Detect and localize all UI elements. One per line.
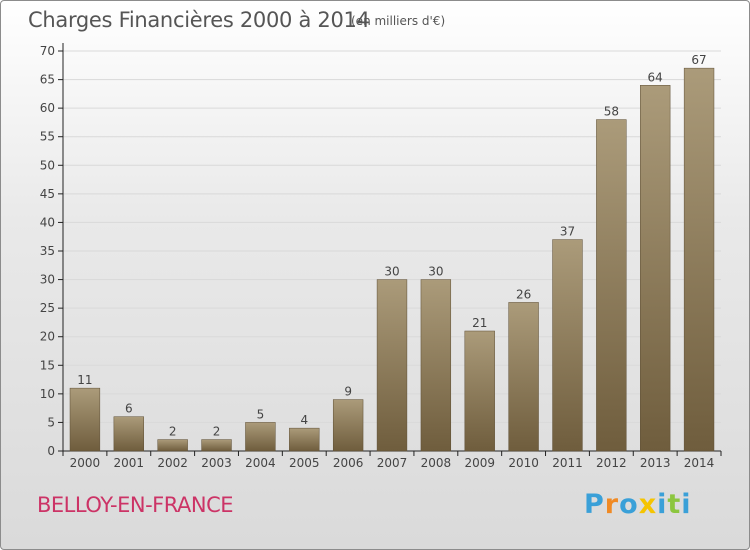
y-tick-label: 25 [40,301,55,315]
x-tick-label: 2013 [640,456,671,470]
bar [69,387,101,452]
y-tick-label: 5 [47,415,55,429]
logo-letter: r [604,489,620,520]
bar [420,279,452,452]
x-tick-label: 2006 [333,456,364,470]
bar-value-label: 6 [125,402,133,416]
y-tick-label: 15 [40,358,55,372]
x-tick-label: 2010 [508,456,539,470]
x-tick-label: 2008 [421,456,452,470]
y-tick-label: 10 [40,387,55,401]
bar-value-label: 67 [691,53,706,67]
logo-letter: x [638,489,658,520]
x-tick-label: 2004 [245,456,276,470]
bar-value-label: 26 [516,287,531,301]
bar [640,85,671,452]
bar [464,330,495,452]
y-tick-label: 40 [40,215,55,229]
bar [683,67,715,452]
bar-value-label: 2 [169,425,177,439]
bar [376,279,408,452]
bar-value-label: 30 [428,265,443,279]
bar-value-label: 21 [472,316,487,330]
bar-value-label: 64 [648,70,663,84]
x-tick-label: 2005 [289,456,320,470]
logo-letter: i [681,489,692,520]
bar [157,439,188,452]
bar [508,302,539,452]
y-tick-label: 70 [40,44,55,58]
y-tick-label: 20 [40,330,55,344]
y-tick-label: 35 [40,244,55,258]
bar-value-label: 9 [344,385,352,399]
y-tick-label: 30 [40,273,55,287]
logo-letter: t [667,489,682,520]
x-tick-label: 2001 [114,456,145,470]
bar-value-label: 5 [257,407,265,421]
logo-letter: P [584,489,605,520]
logo-letter: i [657,489,668,520]
bar-value-label: 58 [604,105,619,119]
x-tick-label: 2012 [596,456,627,470]
y-tick-label: 60 [40,101,55,115]
bar-value-label: 11 [77,373,92,387]
bar-value-label: 4 [300,413,308,427]
unit-note: (en milliers d'€) [351,14,446,28]
chart-title: Charges Financières 2000 à 2014 [28,8,370,32]
y-tick-label: 0 [47,444,55,458]
bar [289,427,320,452]
bar [596,119,627,452]
bar [552,239,583,452]
x-tick-label: 2009 [464,456,495,470]
bar-value-label: 2 [213,425,221,439]
proxiti-logo: Proxiti [584,489,692,520]
bar [245,422,276,452]
bar-value-label: 30 [384,265,399,279]
bar [332,399,364,452]
x-tick-label: 2002 [157,456,188,470]
y-tick-label: 45 [40,187,55,201]
bar [201,439,232,452]
x-tick-label: 2007 [377,456,408,470]
logo-letter: o [619,489,639,520]
x-tick-label: 2003 [201,456,232,470]
x-tick-label: 2014 [684,456,715,470]
y-tick-label: 50 [40,158,55,172]
bar [113,416,144,452]
commune-name: BELLOY-EN-FRANCE [37,493,234,517]
y-tick-label: 55 [40,130,55,144]
bar-value-label: 37 [560,225,575,239]
x-tick-label: 2011 [552,456,583,470]
x-tick-label: 2000 [70,456,101,470]
y-tick-label: 65 [40,73,55,87]
